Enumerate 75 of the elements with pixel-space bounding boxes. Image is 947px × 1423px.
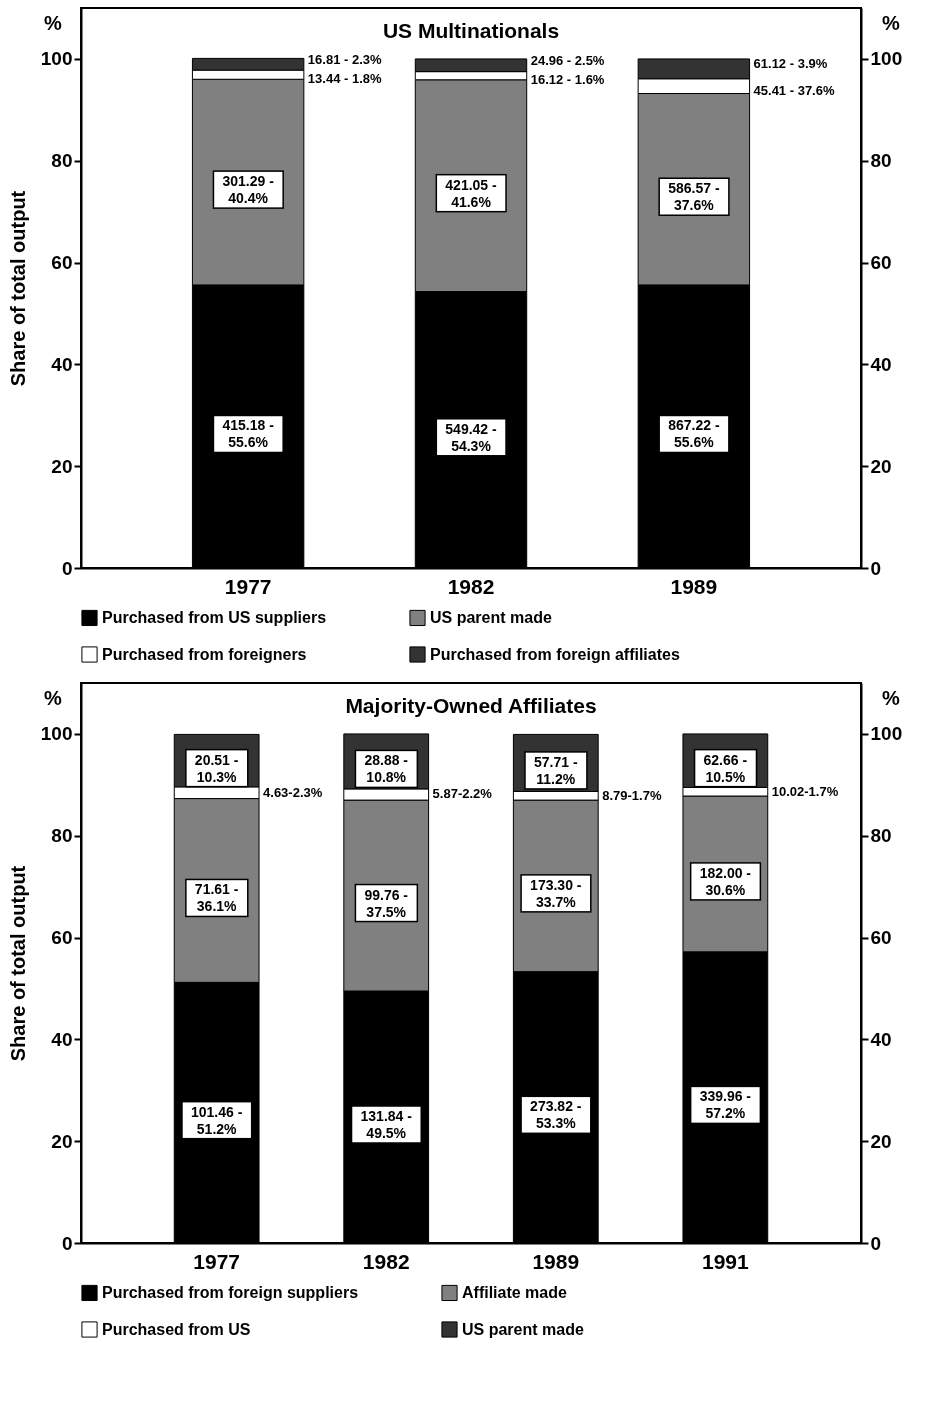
y-axis-title: Share of total output (6, 190, 29, 387)
y2-tick-label: 0 (870, 1232, 882, 1254)
annotation: 173.30 - 33.7% (530, 876, 582, 910)
x-tick-label: 1989 (532, 1249, 580, 1273)
y2-tick-label: 80 (870, 825, 892, 847)
annotation: 8.79-1.7% (602, 787, 662, 803)
legend-label: US parent made (462, 1320, 584, 1338)
text: US Multinationals (382, 19, 560, 42)
annotation: 5.87-2.2% (432, 786, 493, 802)
x-tick-label: 1989 (670, 574, 718, 598)
y2-tick-label: 60 (870, 927, 892, 949)
y2-tick-label: 40 (870, 353, 892, 375)
text: % (44, 12, 63, 34)
text: Majority-Owned Affiliates (345, 694, 597, 717)
y-tick-label: 100 (40, 723, 73, 745)
annotation: 45.41 - 37.6% (753, 82, 835, 98)
annotation: 867.22 - 55.6% (668, 417, 720, 451)
y2-tick-label: 20 (870, 1130, 892, 1152)
y2-tick-label: 40 (870, 1028, 892, 1050)
annotation: 182.00 - 30.6% (699, 864, 752, 898)
y2-tick-label: 100 (870, 48, 903, 70)
annotation: 301.29 - 40.4% (222, 173, 275, 207)
x-tick-label: 1982 (362, 1249, 410, 1273)
y2-axis-title: % (882, 12, 901, 34)
annotation: 20.51 - 10.3% (194, 751, 239, 785)
annotation: 13.44 - 1.8% (307, 71, 383, 87)
annotation: 99.76 - 37.5% (364, 886, 409, 920)
legend-label: Purchased from US (102, 1320, 251, 1338)
y-tick-label: 20 (51, 1130, 73, 1152)
annotation: 4.63-2.3% (263, 784, 323, 800)
y-tick-label: 40 (51, 1028, 73, 1050)
x-tick-label: 1977 (224, 574, 272, 598)
legend-label: Affiliate made (462, 1283, 568, 1301)
annotation: 415.18 - 55.6% (222, 417, 275, 451)
annotation: 61.12 - 3.9% (753, 56, 828, 72)
legend-label: Purchased from foreigners (102, 645, 307, 663)
y2-tick-label: 0 (870, 557, 882, 579)
x-tick-label: 1977 (193, 1249, 241, 1273)
y-tick-label: 100 (40, 48, 73, 70)
y-tick-label: 0 (61, 1232, 73, 1254)
annotation: 131.84 - 49.5% (360, 1108, 413, 1141)
x-tick-label: 1982 (447, 574, 495, 598)
y-tick-label: 0 (61, 557, 73, 579)
y-tick-label: 60 (51, 252, 73, 274)
legend-label: US parent made (430, 608, 552, 626)
legend-label: Purchased from foreign suppliers (102, 1283, 359, 1301)
y-tick-label: 20 (51, 455, 73, 477)
y2-tick-label: 100 (870, 723, 903, 745)
annotation: 549.42 - 54.3% (445, 420, 498, 454)
annotation: 16.81 - 2.3% (307, 51, 383, 67)
annotation: 339.96 - 57.2% (699, 1088, 752, 1122)
y-tick-label: 40 (51, 353, 73, 375)
legend-label: Purchased from US suppliers (102, 608, 327, 626)
annotation: 28.88 - 10.8% (364, 752, 409, 786)
annotation: 62.66 - 10.5% (703, 751, 748, 785)
annotation: 586.57 - 37.6% (668, 180, 720, 214)
annotation: 10.02-1.7% (771, 783, 839, 799)
annotation: 16.12 - 1.6% (530, 72, 605, 88)
y-tick-label: 80 (51, 825, 73, 847)
y-axis-title: Share of total output (6, 865, 29, 1062)
y2-tick-label: 20 (870, 455, 892, 477)
annotation: 57.71 - 11.2% (533, 753, 578, 787)
y2-axis-title: % (882, 687, 901, 709)
text: % (44, 687, 63, 709)
x-tick-label: 1991 (701, 1249, 750, 1273)
annotation: 101.46 - 51.2% (190, 1103, 243, 1137)
annotation: 421.05 - 41.6% (445, 176, 498, 210)
annotation: 71.61 - 36.1% (194, 881, 239, 915)
y2-tick-label: 80 (870, 150, 892, 172)
y2-tick-label: 60 (870, 252, 892, 274)
y-tick-label: 60 (51, 927, 73, 949)
y-tick-label: 80 (51, 150, 73, 172)
annotation: 24.96 - 2.5% (530, 52, 605, 68)
annotation: 273.82 - 53.3% (530, 1098, 582, 1132)
legend-label: Purchased from foreign affiliates (430, 645, 680, 663)
